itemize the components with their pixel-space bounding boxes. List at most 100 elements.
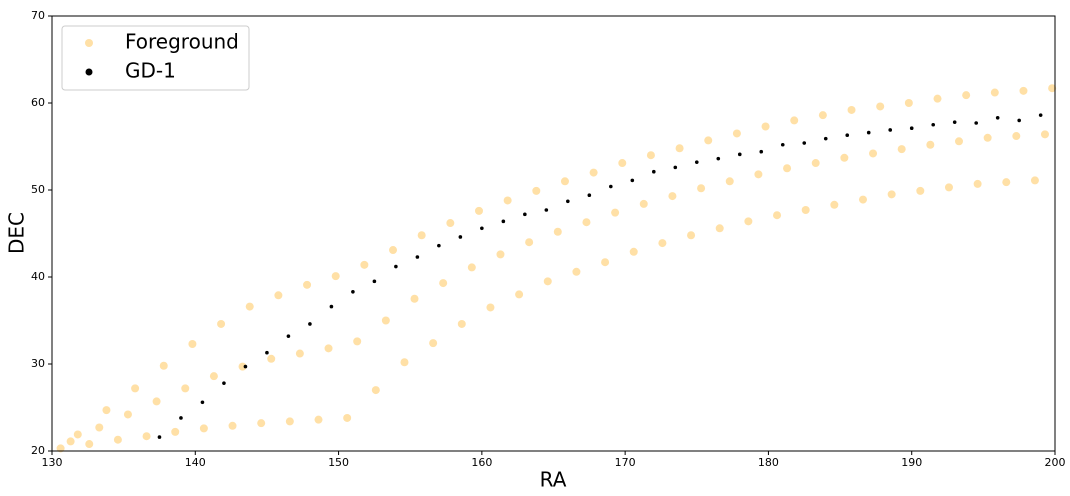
- gd1-point: [995, 115, 1000, 120]
- foreground-point: [611, 208, 620, 217]
- x-tick-label: 180: [758, 456, 779, 469]
- gd1-point: [974, 121, 978, 125]
- legend: Foreground GD-1: [61, 25, 250, 91]
- foreground-point: [773, 211, 782, 220]
- foreground-point: [876, 102, 885, 111]
- gd1-point: [780, 142, 785, 147]
- gd1-point: [566, 199, 570, 204]
- foreground-point: [131, 384, 140, 393]
- foreground-point: [668, 192, 677, 201]
- foreground-point: [331, 272, 340, 281]
- foreground-point: [601, 258, 610, 267]
- gd1-point: [458, 235, 463, 239]
- gd1-point: [437, 243, 441, 248]
- foreground-point: [646, 151, 655, 160]
- foreground-point: [171, 427, 180, 436]
- foreground-point: [85, 440, 94, 449]
- foreground-point: [142, 432, 151, 441]
- foreground-point: [589, 168, 598, 177]
- foreground-point: [618, 159, 627, 168]
- foreground-point: [704, 136, 713, 145]
- foreground-point: [410, 294, 419, 303]
- y-tick-label: 50: [31, 183, 45, 196]
- foreground-point: [732, 129, 741, 138]
- foreground-point: [572, 267, 581, 276]
- foreground-point: [687, 231, 696, 240]
- foreground-point: [818, 111, 827, 120]
- foreground-point: [697, 184, 706, 193]
- gd1-point: [609, 184, 613, 189]
- foreground-point: [725, 177, 734, 186]
- foreground-point: [744, 217, 753, 226]
- x-tick-label: 130: [42, 456, 63, 469]
- foreground-point: [560, 177, 569, 186]
- x-tick-label: 140: [185, 456, 206, 469]
- foreground-point: [389, 246, 398, 255]
- foreground-point: [525, 238, 534, 247]
- foreground-point: [553, 227, 562, 236]
- foreground-point: [847, 105, 856, 114]
- foreground-point: [783, 164, 792, 173]
- foreground-point: [761, 122, 770, 131]
- foreground-point: [257, 419, 266, 428]
- gd1-point: [673, 165, 678, 170]
- gd1-point: [501, 219, 506, 224]
- foreground-point: [360, 260, 369, 269]
- foreground-point: [159, 361, 168, 370]
- gd1-point: [372, 279, 377, 284]
- foreground-point: [811, 159, 820, 168]
- foreground-point: [1048, 84, 1057, 93]
- gd1-point: [200, 400, 205, 405]
- x-tick-label: 160: [471, 456, 492, 469]
- foreground-point: [267, 354, 276, 363]
- gd1-point: [1038, 113, 1043, 117]
- gd1-point: [802, 141, 807, 145]
- foreground-point: [188, 339, 197, 348]
- foreground-point: [1012, 132, 1021, 141]
- foreground-point: [303, 280, 312, 289]
- gd1-point: [888, 128, 893, 132]
- foreground-point: [66, 437, 75, 446]
- gd1-point: [845, 133, 850, 137]
- foreground-point: [446, 219, 455, 228]
- foreground-point: [314, 415, 323, 424]
- foreground-point: [496, 250, 505, 259]
- foreground-point: [181, 384, 190, 393]
- x-tick-label: 190: [901, 456, 922, 469]
- foreground-point: [503, 196, 512, 205]
- y-axis-label: DEC: [5, 212, 29, 254]
- gd1-point: [286, 334, 291, 338]
- foreground-point: [123, 410, 132, 419]
- foreground-point: [457, 319, 466, 328]
- foreground-point: [102, 406, 111, 415]
- gd1-point: [222, 381, 226, 385]
- foreground-point: [353, 337, 362, 346]
- gd1-point: [179, 416, 183, 420]
- y-tick-label: 40: [31, 270, 45, 283]
- gd1-point: [759, 149, 764, 154]
- foreground-point: [1002, 178, 1011, 187]
- gd1-point: [952, 120, 957, 124]
- foreground-point: [371, 386, 380, 395]
- gd1-point: [351, 289, 355, 294]
- foreground-point: [801, 206, 810, 215]
- foreground-point: [152, 397, 161, 406]
- foreground-point: [73, 430, 82, 439]
- foreground-point: [658, 239, 667, 248]
- foreground-point: [295, 349, 304, 358]
- gd1-point: [265, 350, 269, 355]
- foreground-point: [944, 183, 953, 192]
- gd1-point: [587, 193, 592, 198]
- gd1-point: [480, 226, 484, 231]
- foreground-point: [199, 424, 208, 433]
- foreground-point: [840, 153, 849, 162]
- gd1-point: [308, 322, 312, 326]
- foreground-point: [904, 99, 913, 107]
- foreground-point: [343, 413, 352, 422]
- foreground-point: [467, 263, 476, 272]
- foreground-point: [754, 170, 763, 179]
- foreground-point: [916, 186, 925, 195]
- gd1-point: [716, 156, 721, 161]
- x-tick-label: 200: [1045, 456, 1066, 469]
